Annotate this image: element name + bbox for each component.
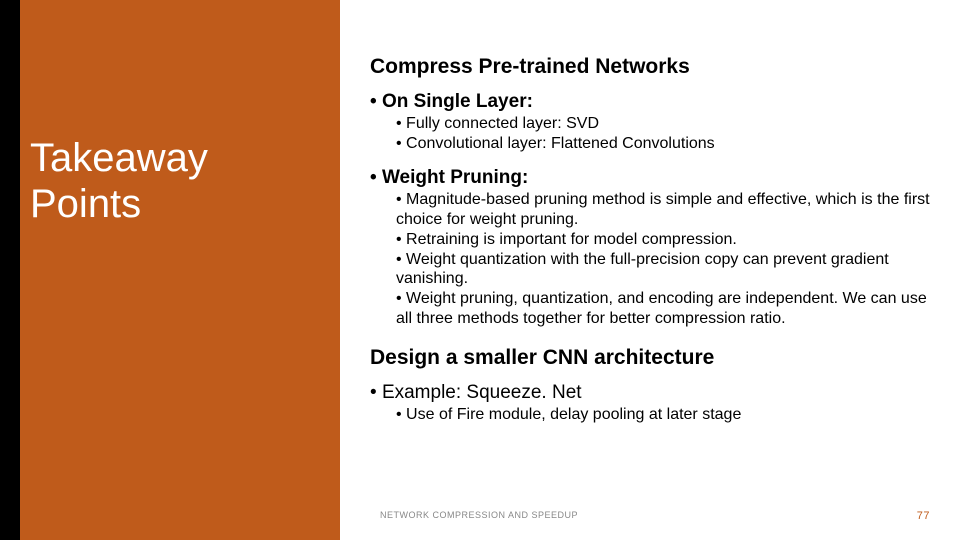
single-layer-item: Fully connected layer: SVD — [396, 114, 935, 133]
title-line-1: Takeaway — [30, 135, 208, 181]
footer: NETWORK COMPRESSION AND SPEEDUP 77 — [380, 510, 930, 522]
content-area: Compress Pre-trained Networks On Single … — [340, 0, 960, 540]
slide-title: Takeaway Points — [30, 135, 208, 227]
section-single-layer: On Single Layer: — [370, 91, 935, 113]
sidebar-stripe — [0, 0, 20, 540]
footer-text: NETWORK COMPRESSION AND SPEEDUP — [380, 510, 578, 522]
heading-design: Design a smaller CNN architecture — [370, 346, 935, 370]
weight-pruning-item: Weight pruning, quantization, and encodi… — [396, 289, 935, 327]
weight-pruning-label: Weight Pruning: — [382, 167, 528, 188]
page-number: 77 — [917, 510, 930, 522]
sidebar: Takeaway Points — [0, 0, 340, 540]
title-line-2: Points — [30, 181, 208, 227]
example-label: Example: Squeeze. Net — [382, 382, 582, 403]
weight-pruning-item: Weight quantization with the full-precis… — [396, 250, 935, 288]
section-example: Example: Squeeze. Net — [370, 382, 935, 404]
example-item: Use of Fire module, delay pooling at lat… — [396, 405, 935, 424]
single-layer-label: On Single Layer: — [382, 91, 533, 112]
heading-compress: Compress Pre-trained Networks — [370, 55, 935, 79]
weight-pruning-item: Magnitude-based pruning method is simple… — [396, 190, 935, 228]
section-weight-pruning: Weight Pruning: — [370, 167, 935, 189]
weight-pruning-item: Retraining is important for model compre… — [396, 230, 935, 249]
single-layer-item: Convolutional layer: Flattened Convoluti… — [396, 134, 935, 153]
